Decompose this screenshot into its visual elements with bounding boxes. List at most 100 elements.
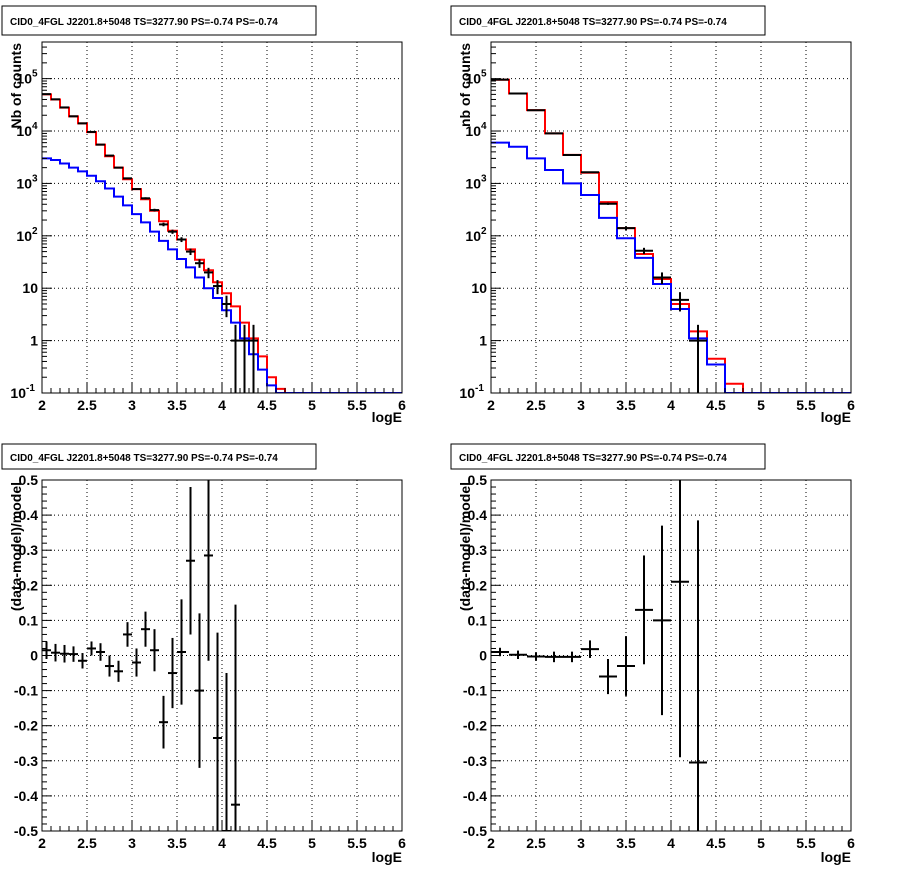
y-tick-label-exponent: 3 — [481, 173, 487, 184]
data-point — [204, 267, 213, 279]
y-tick-label-exponent: 4 — [481, 121, 487, 132]
x-axis-label: logE — [821, 409, 851, 425]
y-tick-label-exponent: 3 — [32, 173, 38, 184]
x-tick-label: 6 — [847, 397, 855, 413]
x-tick-label: 6 — [847, 835, 855, 851]
series-step-blue — [491, 141, 851, 393]
y-axis-label: Nb of counts — [8, 43, 24, 129]
y-axis-label: nb of counts — [457, 43, 473, 127]
y-tick-label: 0.1 — [468, 612, 488, 628]
data-point — [671, 292, 689, 312]
y-axis: -0.5 -0.4 -0.3 -0.2 -0.1 0 0.1 0.2 0.3 0.4 0.5 — [14, 472, 52, 839]
data-point — [599, 202, 617, 205]
data-layer — [491, 78, 851, 393]
data-point — [231, 604, 240, 831]
y-tick-label: 0.1 — [19, 612, 39, 628]
data-point — [213, 632, 222, 831]
x-tick-label: 4 — [667, 835, 675, 851]
data-point — [123, 622, 132, 647]
data-point — [545, 651, 563, 663]
x-tick-label: 5 — [757, 835, 765, 851]
data-point — [141, 611, 150, 647]
x-tick-label: 4.5 — [257, 397, 277, 413]
y-tick-label: 0.3 — [468, 542, 488, 558]
data-point — [141, 197, 150, 200]
y-tick-label: -0.1 — [14, 683, 38, 699]
x-tick-label: 5 — [308, 397, 316, 413]
y-tick-label-base: 10 — [465, 175, 481, 191]
data-point — [78, 653, 87, 669]
data-point — [563, 651, 581, 663]
y-tick-label: 0.2 — [468, 577, 488, 593]
y-tick-label: 0.5 — [468, 472, 488, 488]
y-tick-label: -0.5 — [14, 823, 38, 839]
x-tick-label: 3 — [128, 835, 136, 851]
x-tick-label: 3.5 — [167, 835, 187, 851]
data-point — [509, 650, 527, 660]
y-tick-label: 1 — [30, 333, 38, 349]
data-point — [491, 647, 509, 657]
x-axis-label: logE — [372, 409, 402, 425]
data-point — [159, 222, 168, 227]
x-tick-label: 2.5 — [526, 397, 546, 413]
data-point — [581, 171, 599, 174]
x-tick-label: 6 — [398, 397, 406, 413]
y-tick-label: 0.2 — [19, 577, 39, 593]
x-tick-label: 3 — [577, 835, 585, 851]
y-tick-label-base: 10 — [16, 71, 32, 87]
data-point — [240, 324, 249, 393]
y-tick-label: 10 — [22, 280, 38, 296]
y-tick-label-exponent: 4 — [32, 121, 38, 132]
data-point — [114, 660, 123, 682]
data-point — [87, 641, 96, 656]
x-tick-label: 5.5 — [347, 397, 367, 413]
panel-title: CID0_4FGL J2201.8+5048 TS=3277.90 PS=-0.… — [10, 453, 278, 464]
y-tick-label-base: 10 — [16, 175, 32, 191]
x-tick-label: 4 — [218, 397, 226, 413]
data-point — [689, 520, 707, 831]
y-tick-label-exponent: -1 — [26, 383, 35, 394]
x-tick-label: 4.5 — [706, 835, 726, 851]
x-axis: 2 2.5 3 3.5 4 4.5 5 5.5 6 — [38, 383, 406, 413]
x-tick-label: 2 — [487, 835, 495, 851]
data-point — [186, 248, 195, 256]
data-point — [635, 555, 653, 665]
x-axis: 2 2.5 3 3.5 4 4.5 5 5.5 6 — [487, 821, 855, 851]
panel-bottom-left: 2 2.5 3 3.5 4 4.5 5 5.5 6 -0.5 -0.4 -0.3 -0.2 -0.1 0 0.… — [1, 443, 406, 865]
y-tick-label: 10 — [471, 280, 487, 296]
y-tick-label-base: 10 — [459, 385, 475, 401]
data-point — [177, 237, 186, 243]
x-axis-label: logE — [821, 849, 851, 865]
data-point — [581, 640, 599, 658]
data-layer — [42, 93, 402, 393]
x-axis: 2 2.5 3 3.5 4 4.5 5 5.5 6 — [38, 821, 406, 851]
data-point — [222, 295, 231, 318]
data-point — [617, 636, 635, 696]
data-point — [150, 208, 159, 212]
data-point — [653, 525, 671, 716]
data-point — [617, 226, 635, 231]
x-tick-label: 3.5 — [167, 397, 187, 413]
x-tick-label: 2.5 — [77, 397, 97, 413]
panel-title-box — [450, 443, 766, 470]
data-point — [132, 648, 141, 677]
x-tick-label: 6 — [398, 835, 406, 851]
data-point — [563, 153, 581, 156]
data-point — [96, 643, 105, 661]
y-tick-label: 0.3 — [19, 542, 39, 558]
data-point — [222, 673, 231, 831]
series-step-red — [491, 78, 851, 393]
y-tick-label: -0.4 — [463, 788, 487, 804]
y-axis-label: (data-model)/model — [457, 482, 473, 611]
data-point — [195, 613, 204, 768]
x-axis-label: logE — [372, 849, 402, 865]
data-point — [168, 637, 177, 709]
data-point — [204, 480, 213, 661]
data-point — [132, 188, 141, 191]
data-point — [51, 643, 60, 662]
